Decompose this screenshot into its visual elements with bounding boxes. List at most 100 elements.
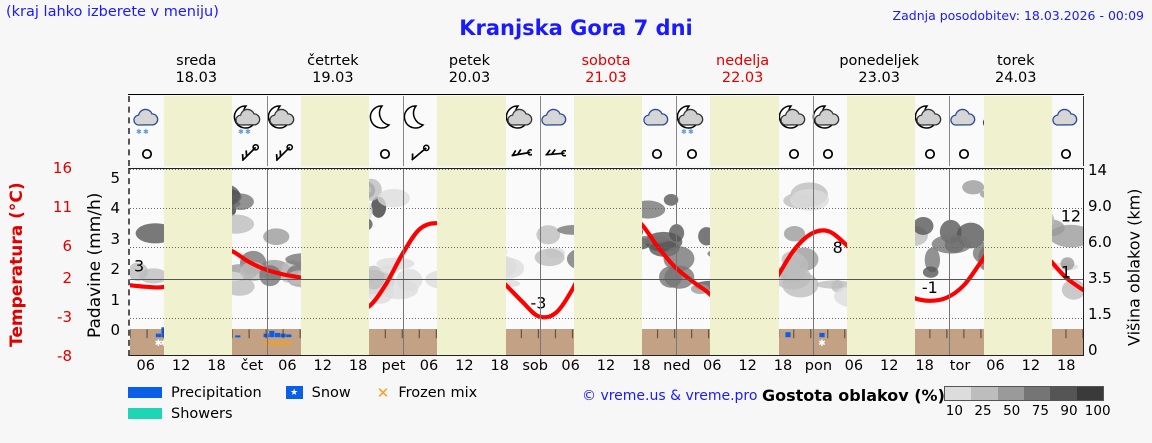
- cloudy-icon: [947, 96, 981, 141]
- moon-cloud-snow-icon: ✱ ✱: [675, 96, 709, 141]
- time-tick: 06: [278, 358, 297, 374]
- day-column-petek: petek 20.03: [401, 50, 538, 94]
- day-column-torek: torek 24.03: [947, 50, 1084, 94]
- day-date: 21.03: [585, 70, 627, 86]
- svg-text:✕: ✕: [284, 337, 293, 350]
- density-tick: 25: [974, 403, 992, 419]
- wind-calm-icon: [811, 141, 845, 166]
- density-swatch: [1050, 387, 1077, 400]
- day-separator: [539, 169, 541, 355]
- daytime-shade: [983, 96, 1052, 166]
- day-separator: [812, 169, 814, 355]
- axis-tick: 1: [110, 290, 120, 309]
- moon-cloud-icon: [266, 96, 300, 141]
- legend: Precipitation ★ Snow ✕ Frozen mix Shower…: [128, 382, 598, 438]
- wind-barb-icon: [232, 141, 266, 166]
- svg-text:✱: ✱: [136, 128, 142, 135]
- svg-text:1: 1: [1061, 262, 1071, 281]
- time-tick: 06: [419, 358, 439, 374]
- daytime-shade: [164, 169, 233, 355]
- wind-calm-icon: [913, 141, 947, 166]
- wind-barb-icon: [538, 141, 572, 166]
- svg-text:12: 12: [1061, 207, 1081, 226]
- cloud-height-axis-ticks: 14 9.0 6.0 3.5 1.5 0: [1088, 161, 1134, 359]
- day-name: petek: [448, 53, 491, 69]
- day-separator: [266, 96, 268, 166]
- day-separator: [266, 169, 268, 355]
- day-separator: [676, 96, 678, 166]
- daytime-shade: [573, 96, 643, 166]
- time-tick: 18: [490, 358, 509, 374]
- wind-calm-icon: [640, 141, 674, 166]
- showers-swatch: [128, 408, 162, 419]
- moon-cloud-icon: [777, 96, 811, 141]
- moon-icon: [368, 96, 402, 141]
- horizontal-gridline: [130, 278, 1083, 280]
- svg-text:✱: ✱: [818, 339, 826, 349]
- legend-row-1: Precipitation ★ Snow ✕ Frozen mix: [128, 382, 598, 403]
- svg-text:-3: -3: [530, 293, 546, 312]
- daytime-shade: [983, 169, 1052, 355]
- axis-tick: 16: [52, 159, 72, 177]
- axis-tick: 2: [62, 268, 72, 287]
- svg-text:✱: ✱: [143, 128, 149, 135]
- time-tick: sob: [522, 358, 548, 374]
- day-date: 18.03: [175, 70, 218, 86]
- time-tick: 12: [313, 358, 332, 374]
- density-swatch: [945, 387, 972, 400]
- time-tick: pon: [804, 358, 833, 374]
- axis-tick: 9.0: [1088, 197, 1112, 215]
- moon-cloud-snow-icon: ✱ ✱: [232, 96, 266, 141]
- day-name: torek: [996, 53, 1035, 69]
- precipitation-swatch: [128, 387, 162, 398]
- copyright[interactable]: © vreme.us & vreme.pro: [582, 388, 758, 404]
- precipitation-axis-ticks: 5 4 3 2 1 0: [76, 168, 120, 356]
- day-separator: [539, 96, 541, 166]
- time-axis: 06 12 18 čet 06 12 18 pet 06 12 18 sob 06 12 18 ned 06 12…: [128, 358, 1084, 378]
- day-column-sobota: sobota 21.03: [538, 50, 675, 94]
- density-tick: 10: [945, 403, 963, 419]
- day-name: četrtek: [307, 53, 359, 69]
- day-name: sreda: [176, 53, 217, 69]
- svg-text:✱: ✱: [688, 128, 694, 135]
- page-title: Kranjska Gora 7 dni: [459, 16, 693, 40]
- day-separator: [403, 96, 405, 166]
- svg-text:✕: ✕: [262, 337, 271, 350]
- wind-calm-icon: [368, 141, 402, 166]
- horizontal-gridline: [130, 208, 1083, 210]
- time-tick: 12: [596, 358, 616, 374]
- cloudy-snow-icon: ✱ ✱: [130, 96, 164, 141]
- density-tick: 75: [1031, 403, 1049, 419]
- day-column-nedelja: nedelja 22.03: [674, 50, 811, 94]
- density-swatch: [997, 387, 1024, 400]
- axis-tick: -8: [57, 347, 72, 365]
- time-tick: 12: [1021, 358, 1041, 374]
- density-tick: 90: [1060, 403, 1078, 419]
- wind-calm-icon: [947, 141, 981, 166]
- frozen-mix-icon: ✕: [376, 383, 390, 402]
- time-tick: 18: [773, 358, 793, 374]
- day-separator: [949, 96, 951, 166]
- moon-cloud-icon: [504, 96, 538, 141]
- wind-calm-icon: [130, 141, 164, 166]
- cloudy-icon: [1049, 96, 1083, 141]
- day-header-rule: [128, 94, 1084, 95]
- horizontal-gridline: [130, 169, 1083, 170]
- horizontal-gridline: [130, 247, 1083, 249]
- daytime-shade: [847, 96, 916, 166]
- legend-snow-label: Snow: [311, 384, 351, 401]
- day-name: ponedeljek: [839, 53, 920, 69]
- meteogram-plot: ✱✱✱✱✱✱✱✱✕✕✕✕✕✱ 36-29-310-28-1-211112: [128, 168, 1084, 356]
- time-tick: 12: [738, 358, 757, 374]
- density-tick: 50: [1003, 403, 1021, 419]
- axis-tick: 0: [1088, 341, 1098, 359]
- time-tick: 06: [702, 358, 722, 374]
- time-tick: 06: [986, 358, 1005, 374]
- day-separator: [812, 96, 814, 166]
- wind-barb-icon: [402, 141, 436, 166]
- day-separator: [403, 169, 405, 355]
- svg-text:✱: ✱: [155, 339, 163, 349]
- axis-tick: 14: [1088, 161, 1108, 179]
- density-swatch: [971, 387, 998, 400]
- cloud-density-scale: [944, 386, 1104, 401]
